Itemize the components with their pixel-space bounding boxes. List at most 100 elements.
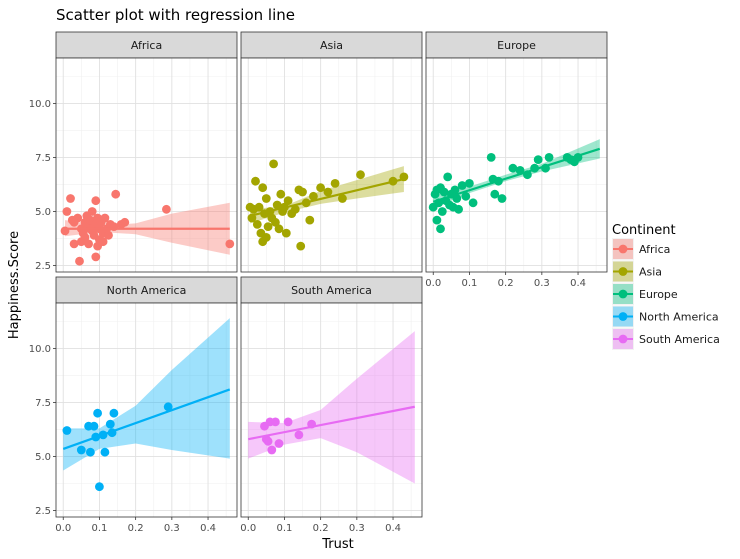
data-point [261,233,271,242]
x-tick-label: 0.0 [55,523,71,534]
legend-label: North America [639,311,719,324]
data-point [439,187,449,197]
legend-label: Europe [639,288,678,301]
data-point [93,408,102,418]
data-point [269,159,278,169]
data-point [316,183,325,193]
data-point [443,172,453,182]
panel-europe: Europe 0.0 0.1 0.2 0.3 0.4 [425,31,608,289]
panel-strip [240,276,423,304]
data-point [274,224,284,234]
panel-strip-label: North America [107,284,187,297]
legend-key-point [618,334,628,344]
data-point [465,179,474,188]
x-tick-label: 0.2 [498,278,514,289]
y-tick-label: 2.5 [35,506,51,517]
data-point [452,194,462,203]
data-point [254,202,264,212]
x-tick-label: 0.1 [276,523,292,534]
data-point [450,185,460,195]
panel-border [425,57,608,273]
y-tick-label: 10.0 [29,344,51,355]
data-point [263,436,273,446]
data-point [544,153,554,162]
data-point [86,447,95,457]
chart-title: Scatter plot with regression line [56,6,295,24]
x-tick-label: 0.4 [570,278,586,289]
legend-title: Continent [612,223,676,238]
data-point [283,417,293,427]
data-point [91,252,101,262]
data-point [283,196,293,206]
legend-key-point [618,289,628,299]
data-point [66,194,75,203]
data-point [497,194,507,203]
data-point [62,207,72,216]
data-point [91,196,101,206]
panel-africa: Africa 2.5 5.0 7.5 10.0 [29,31,238,273]
data-point [263,222,273,232]
panel-strip [425,31,608,59]
x-axis-label: Trust [321,537,353,552]
panel-background [241,303,422,517]
panel-border [240,57,423,273]
data-point [281,228,291,238]
data-point [508,163,518,173]
regression-line [432,147,601,203]
legend-label: Asia [639,266,662,279]
legend-item-africa: Africa [612,238,670,260]
data-point [454,204,463,214]
data-point [84,239,93,249]
legend-label: Africa [639,243,670,256]
data-point [356,170,365,180]
panel-border [55,57,238,273]
panel-strip-label: Africa [131,39,162,52]
data-point [432,215,442,225]
data-point [486,153,496,162]
data-point [290,204,300,214]
data-point [271,417,280,427]
x-tick-label: 0.0 [425,278,441,289]
regression-line [62,388,231,450]
data-point [267,445,277,455]
panel-asia: Asia [240,31,423,273]
data-point [62,426,72,435]
y-tick-label: 5.0 [35,207,51,218]
panel-north-america: North America 0.0 0.1 0.2 0.3 0.4 2.5 5.0 7.5 10.… [29,276,238,534]
data-point [468,198,478,208]
data-point [490,189,500,199]
legend-item-north-america: North America [612,305,719,328]
panel-strip-label: Asia [320,39,343,52]
data-point [163,402,173,412]
panel-background [56,303,237,517]
data-point [109,408,119,418]
x-tick-label: 0.3 [534,278,550,289]
data-point [252,220,262,229]
data-point [162,204,171,214]
data-point [89,421,99,431]
data-point [104,230,113,240]
legend-key-point [618,312,628,321]
data-point [296,241,306,251]
panel-south-america: South America 0.0 0.1 0.2 0.3 0.4 [240,276,423,534]
x-tick-label: 0.0 [240,523,256,534]
y-tick-label: 10.0 [29,99,51,110]
panel-border [240,302,423,518]
data-point [461,191,471,201]
regression-line [248,405,415,441]
x-tick-label: 0.1 [461,278,477,289]
data-point [105,419,115,429]
data-point [309,191,318,201]
data-point [120,217,130,227]
data-point [323,187,333,197]
y-tick-label: 7.5 [35,153,51,164]
x-tick-label: 0.2 [313,523,329,534]
legend-item-south-america: South America [612,328,720,350]
panel-strip-label: Europe [497,39,536,52]
y-axis-label: Happiness.Score [7,231,22,339]
legend-key-point [618,244,628,254]
data-point [305,215,315,225]
data-point [338,194,347,203]
data-point [87,207,97,216]
